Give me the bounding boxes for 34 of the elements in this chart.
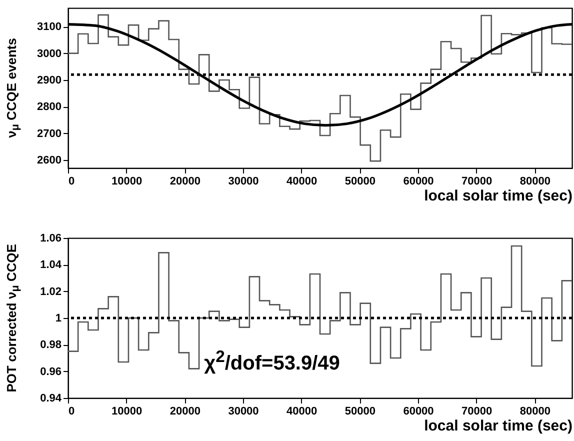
x-tick-label: 70000 [462,176,492,188]
x-tick-label: 0 [68,176,75,188]
x-tick-label: 50000 [344,176,376,188]
x-tick-label: 70000 [462,406,492,418]
y-tick-label: 2700 [37,128,62,140]
x-tick-label: 20000 [170,176,200,188]
x-tick-label: 20000 [170,406,200,418]
y-tick-label: 1.06 [40,232,62,244]
y-tick-label: 0.96 [40,366,62,378]
annotation: χ$^{2}$/dof=53.9/49 [204,346,340,376]
y-tick-label: 0.94 [40,392,62,404]
x-axis-title: local solar time (sec) [424,418,572,434]
x-tick-label: 60000 [403,406,434,418]
x-tick-label: 30000 [228,176,259,188]
y-tick-label: 2900 [37,74,62,86]
x-tick-label: 40000 [286,406,318,418]
x-tick-label: 50000 [344,406,376,418]
y-tick-label: 1.04 [40,259,62,272]
y-tick-label: 1.02 [40,286,62,298]
y-tick-label: 0.98 [40,339,62,352]
x-axis-title: local solar time (sec) [424,188,572,204]
x-tick-label: 40000 [286,176,318,188]
x-tick-label: 30000 [228,406,259,418]
x-tick-label: 80000 [520,406,550,418]
y-tick-label: 3000 [37,48,62,60]
y-tick-label: 3100 [37,21,62,34]
y-tick-label: 1 [55,312,62,324]
x-tick-label: 10000 [112,176,142,188]
x-tick-label: 0 [68,406,75,418]
x-tick-label: 60000 [403,176,434,188]
y-tick-label: 2600 [37,154,62,166]
x-tick-label: 80000 [520,176,550,188]
y-tick-label: 2800 [37,101,62,114]
x-tick-label: 10000 [112,406,142,418]
